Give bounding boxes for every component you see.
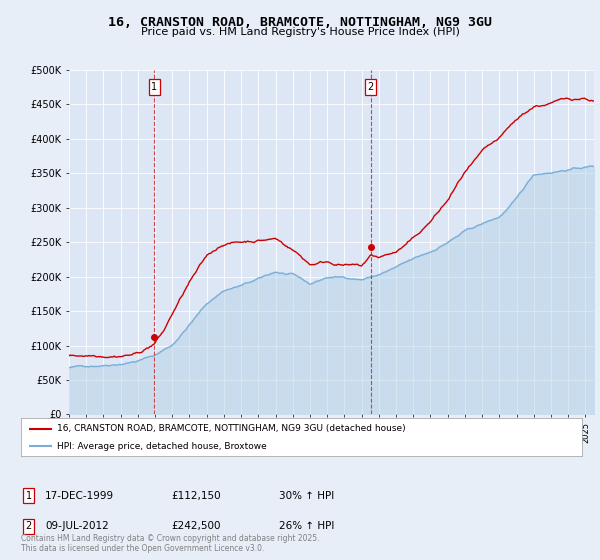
Text: 1: 1 xyxy=(26,491,32,501)
Text: Price paid vs. HM Land Registry's House Price Index (HPI): Price paid vs. HM Land Registry's House … xyxy=(140,27,460,37)
Text: £242,500: £242,500 xyxy=(171,521,221,531)
Text: 26% ↑ HPI: 26% ↑ HPI xyxy=(279,521,334,531)
Text: 2: 2 xyxy=(26,521,32,531)
Text: Contains HM Land Registry data © Crown copyright and database right 2025.
This d: Contains HM Land Registry data © Crown c… xyxy=(21,534,320,553)
Text: 16, CRANSTON ROAD, BRAMCOTE, NOTTINGHAM, NG9 3GU (detached house): 16, CRANSTON ROAD, BRAMCOTE, NOTTINGHAM,… xyxy=(58,424,406,433)
Text: 17-DEC-1999: 17-DEC-1999 xyxy=(45,491,114,501)
Text: 30% ↑ HPI: 30% ↑ HPI xyxy=(279,491,334,501)
Text: 2: 2 xyxy=(367,82,374,92)
Text: 09-JUL-2012: 09-JUL-2012 xyxy=(45,521,109,531)
Text: £112,150: £112,150 xyxy=(171,491,221,501)
Text: 16, CRANSTON ROAD, BRAMCOTE, NOTTINGHAM, NG9 3GU: 16, CRANSTON ROAD, BRAMCOTE, NOTTINGHAM,… xyxy=(108,16,492,29)
Text: 1: 1 xyxy=(151,82,157,92)
Text: HPI: Average price, detached house, Broxtowe: HPI: Average price, detached house, Brox… xyxy=(58,442,267,451)
